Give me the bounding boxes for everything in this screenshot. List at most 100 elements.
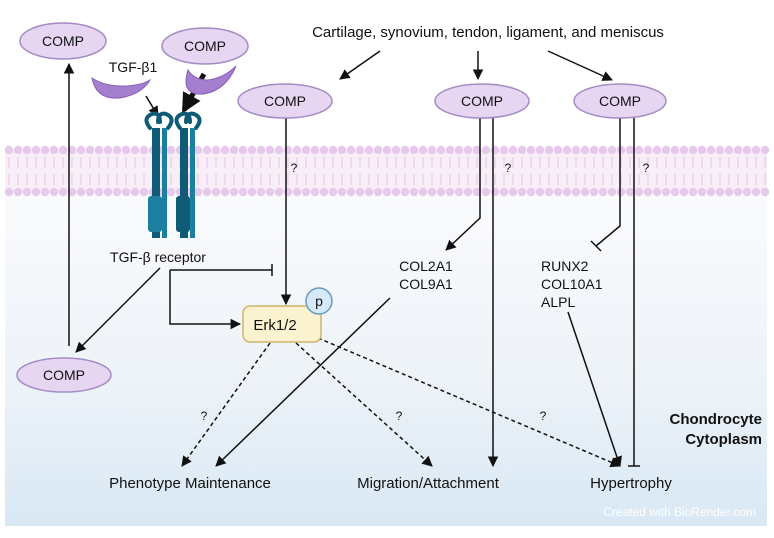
lipid-head <box>571 145 581 155</box>
lipid-head <box>121 187 131 197</box>
lipid-head <box>193 187 203 197</box>
question-mark: ? <box>540 409 547 423</box>
lipid-head <box>310 145 320 155</box>
lipid-head <box>112 145 122 155</box>
lipid-head <box>4 145 14 155</box>
lipid-head <box>22 187 32 197</box>
lipid-head <box>445 187 455 197</box>
lipid-head <box>121 145 131 155</box>
erk-box <box>242 305 322 343</box>
lipid-head <box>166 145 176 155</box>
lipid-head <box>292 145 302 155</box>
lipid-head <box>589 187 599 197</box>
comp-label: COMP <box>43 367 85 383</box>
lipid-head <box>265 187 275 197</box>
arrow-source-to-comp-1 <box>339 50 381 80</box>
lipid-head <box>31 187 41 197</box>
lipid-head <box>67 145 77 155</box>
comp-label: COMP <box>461 93 503 109</box>
comp-label: COMP <box>184 38 226 54</box>
lipid-head <box>202 187 212 197</box>
comp-label: COMP <box>264 93 306 109</box>
lipid-head <box>616 145 626 155</box>
dashed-arrow-erk-to-phenotype <box>181 342 271 467</box>
lipid-head <box>472 187 482 197</box>
lipid-head <box>652 187 662 197</box>
lipid-head <box>229 187 239 197</box>
lipid-head <box>508 145 518 155</box>
lipid-head <box>598 187 608 197</box>
question-mark: ? <box>201 409 208 423</box>
lipid-head <box>328 145 338 155</box>
lipid-head <box>715 187 725 197</box>
lipid-head <box>166 187 176 197</box>
lipid-head <box>238 187 248 197</box>
lipid-head <box>274 187 284 197</box>
tgf-monomer-right <box>185 65 237 95</box>
question-mark: ? <box>505 161 512 175</box>
lipid-head <box>436 145 446 155</box>
dashed-arrow-erk-to-hypertrophy <box>317 337 621 468</box>
lipid-head <box>391 145 401 155</box>
lipid-head <box>391 187 401 197</box>
watermark: Created with BioRender.com <box>603 505 756 519</box>
lipid-head <box>319 187 329 197</box>
receptor-label: TGF-β receptor <box>110 249 206 265</box>
gene-runx2: RUNX2 <box>541 258 589 274</box>
lipid-head <box>670 187 680 197</box>
tgf-beta1-label: TGF-β1 <box>109 59 158 75</box>
lipid-head <box>598 145 608 155</box>
lipid-head <box>112 187 122 197</box>
lipid-head <box>463 145 473 155</box>
lipid-head <box>274 145 284 155</box>
lipid-head <box>697 187 707 197</box>
lipid-head <box>616 187 626 197</box>
lipid-head <box>211 187 221 197</box>
lipid-head <box>688 187 698 197</box>
arrow-comp-to-collagen <box>445 118 481 251</box>
comp-node-1: COMP <box>237 83 333 119</box>
lipid-head <box>346 145 356 155</box>
erk-label: Erk1/2 <box>253 317 296 334</box>
lipid-head <box>409 145 419 155</box>
lipid-head <box>418 145 428 155</box>
lipid-head <box>643 145 653 155</box>
lipid-head <box>220 187 230 197</box>
lipid-head <box>724 145 734 155</box>
lipid-head <box>256 145 266 155</box>
compartment-label-line1: Chondrocyte <box>669 411 762 428</box>
arrow-collagen-to-phenotype <box>215 297 391 467</box>
lipid-head <box>31 145 41 155</box>
lipid-head <box>562 187 572 197</box>
lipid-head <box>634 145 644 155</box>
tgf-beta-receptor <box>144 111 202 238</box>
lipid-head <box>607 187 617 197</box>
lipid-head <box>94 187 104 197</box>
connectors <box>63 50 640 468</box>
lipid-head <box>364 187 374 197</box>
arrow-runx2-to-hypertrophy <box>567 311 622 467</box>
lipid-head <box>283 145 293 155</box>
gene-alpl: ALPL <box>541 294 575 310</box>
lipid-head <box>670 145 680 155</box>
lipid-head <box>661 145 671 155</box>
lipid-head <box>76 187 86 197</box>
lipid-head <box>103 187 113 197</box>
lipid-head <box>193 145 203 155</box>
lipid-head <box>733 145 743 155</box>
lipid-head <box>355 145 365 155</box>
lipid-head <box>760 145 770 155</box>
lipid-head <box>49 187 59 197</box>
lipid-head <box>571 187 581 197</box>
lipid-head <box>346 187 356 197</box>
lipid-head <box>742 145 752 155</box>
lipid-head <box>481 187 491 197</box>
outcome-migration: Migration/Attachment <box>357 475 500 492</box>
lipid-head <box>580 187 590 197</box>
lipid-head <box>544 145 554 155</box>
question-mark: ? <box>291 161 298 175</box>
uncertain-arrows <box>181 337 621 468</box>
lipid-head <box>49 145 59 155</box>
